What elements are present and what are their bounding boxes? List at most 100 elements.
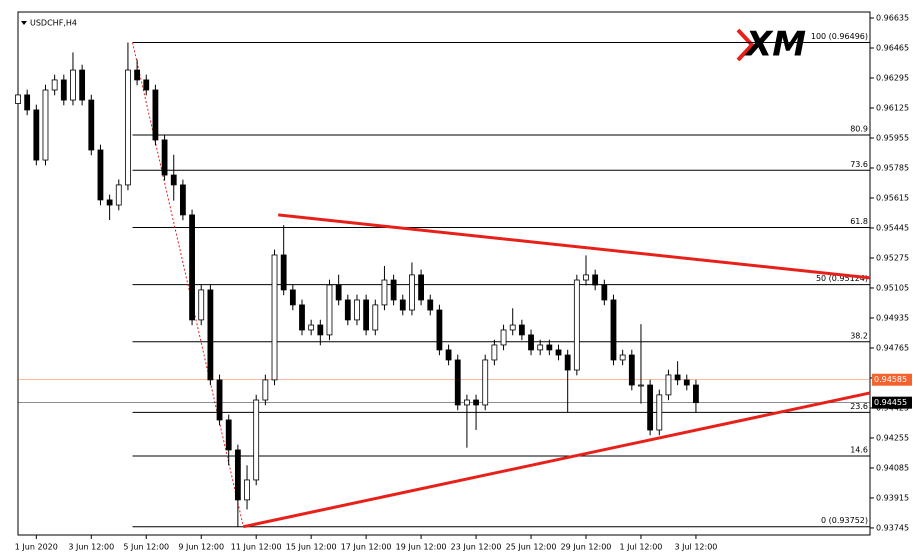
candle-body [546, 344, 553, 351]
candle-body [51, 79, 58, 91]
candle-body [674, 374, 681, 381]
candle-body [464, 399, 470, 406]
logo-mark [736, 28, 755, 62]
price-label-box [872, 373, 912, 386]
candle-body [170, 174, 177, 186]
candle-body [335, 284, 342, 301]
candle-body [161, 139, 168, 176]
price-label: 0.94455 [874, 398, 907, 407]
fib-label: 100 (0.96496) [811, 32, 868, 41]
candle-body [399, 299, 406, 311]
fib-label: 61.8 [850, 217, 868, 226]
candle-body [24, 94, 31, 111]
candle-body [143, 79, 150, 91]
candle-body [97, 149, 104, 201]
y-tick-label: 0.94255 [876, 433, 909, 442]
logo: XM [736, 25, 806, 65]
candle-body [693, 384, 699, 404]
candle-body [638, 384, 644, 387]
candle-body [106, 199, 113, 206]
candle-body [344, 299, 351, 321]
candle-body [70, 69, 76, 101]
y-tick-label: 0.96125 [876, 103, 909, 112]
candle-body [381, 279, 388, 306]
candle-body [308, 324, 315, 331]
candle-body [60, 79, 67, 101]
candle-body [390, 279, 397, 301]
y-tick-label: 0.94935 [876, 313, 909, 322]
fib-label: 80.9 [850, 124, 868, 133]
fib-label: 23.6 [850, 402, 868, 411]
x-tick-label: 15 Jun 12:00 [286, 543, 337, 552]
fib-anchor [132, 42, 244, 527]
y-tick-label: 0.95275 [876, 253, 909, 262]
candle-body [555, 349, 562, 356]
candle-body [88, 99, 95, 151]
y-tick-label: 0.93745 [876, 523, 909, 532]
candle-body [134, 69, 140, 81]
candle-body [115, 184, 122, 206]
candle-body [198, 289, 205, 321]
x-tick-label: 5 Jun 12:00 [123, 543, 169, 552]
y-tick-label: 0.95955 [876, 133, 909, 142]
x-tick-label: 1 Jun 2020 [15, 543, 58, 552]
y-tick-label: 0.94085 [876, 463, 909, 472]
candle-body [537, 344, 544, 351]
candle-body [473, 399, 479, 406]
fib-label: 14.6 [850, 445, 868, 454]
y-tick-label: 0.95105 [876, 283, 909, 292]
x-tick-label: 11 Jun 12:00 [231, 543, 282, 552]
candle-body [244, 479, 250, 501]
candle-body [610, 299, 617, 361]
candle-body [619, 354, 626, 361]
menu-arrow [21, 21, 27, 25]
y-tick-label: 0.96465 [876, 43, 909, 52]
candle-body [152, 89, 159, 141]
candle-body [225, 419, 232, 451]
fib-label: 50 (0.95124) [816, 274, 868, 283]
candle-body [509, 324, 516, 331]
candle-body [665, 374, 672, 396]
fib-label: 73.6 [850, 160, 868, 169]
candle-body [583, 274, 589, 281]
candle-body [445, 349, 452, 361]
candle-body [482, 359, 489, 406]
y-tick-label: 0.93915 [876, 493, 909, 502]
candle-body [436, 309, 443, 351]
candle-body [592, 274, 599, 286]
x-tick-label: 29 Jun 12:00 [561, 543, 612, 552]
candle-body [372, 304, 379, 331]
y-tick-label: 0.96635 [876, 13, 909, 22]
candle-body [180, 184, 186, 216]
y-tick-label: 0.95785 [876, 163, 909, 172]
candle-body [354, 299, 360, 321]
candle-body [409, 274, 415, 311]
candle-body [299, 304, 305, 331]
candle-body [363, 299, 370, 331]
y-tick-label: 0.96295 [876, 73, 909, 82]
candle-body [683, 379, 690, 386]
x-tick-label: 17 Jun 12:00 [341, 543, 392, 552]
candle-body [125, 69, 131, 186]
candle-body [454, 359, 461, 406]
trendline [278, 213, 871, 280]
x-tick-label: 19 Jun 12:00 [396, 543, 447, 552]
candle-body [647, 384, 654, 431]
fib-label: 38.2 [850, 331, 868, 340]
x-tick-label: 23 Jun 12:00 [451, 543, 502, 552]
x-tick-label: 1 Jul 12:00 [620, 543, 663, 552]
x-tick-label: 3 Jun 12:00 [68, 543, 114, 552]
candle-body [189, 214, 195, 321]
x-tick-label: 9 Jun 12:00 [178, 543, 224, 552]
candle-body [573, 279, 580, 371]
candle-body [271, 254, 278, 381]
candle-body [262, 379, 269, 401]
candle-body [207, 289, 214, 381]
y-tick-label: 0.94765 [876, 343, 909, 352]
candle-body [253, 399, 260, 481]
candle-body [427, 299, 434, 311]
candle-body [628, 354, 635, 386]
candle-body [317, 324, 324, 336]
logo-text: XM [744, 25, 806, 65]
